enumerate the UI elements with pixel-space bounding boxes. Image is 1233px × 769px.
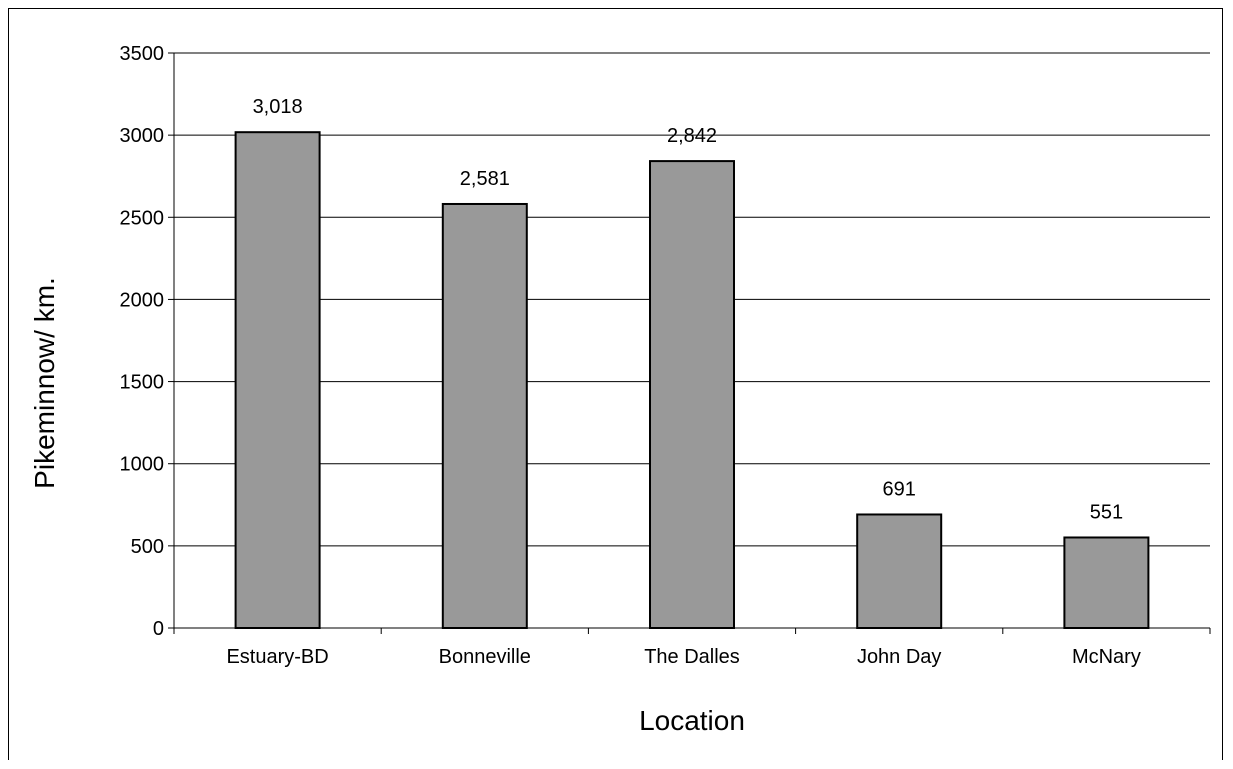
y-axis-title: Pikeminnow/ km. bbox=[29, 277, 60, 489]
x-tick-label: Bonneville bbox=[439, 646, 531, 668]
data-label: 3,018 bbox=[253, 96, 303, 118]
data-labels: 3,018 2,581 2,842 691 551 bbox=[253, 96, 1124, 523]
bar-estuary-bd bbox=[234, 131, 321, 630]
x-tick-label: McNary bbox=[1072, 646, 1141, 668]
y-tick-label: 500 bbox=[131, 536, 164, 558]
y-tick-label: 1500 bbox=[120, 372, 165, 394]
y-tick-labels: 0 500 1000 1500 2000 2500 3000 3500 bbox=[120, 43, 165, 640]
x-tick-label: John Day bbox=[857, 646, 942, 668]
y-tick-label: 2000 bbox=[120, 289, 165, 311]
x-axis-title: Location bbox=[639, 705, 745, 736]
y-tick-label: 2500 bbox=[120, 207, 165, 229]
data-label: 551 bbox=[1090, 501, 1123, 523]
data-label: 2,581 bbox=[460, 168, 510, 190]
x-tick-label: Estuary-BD bbox=[226, 646, 328, 668]
y-tick-label: 3000 bbox=[120, 125, 165, 147]
y-tick-label: 1000 bbox=[120, 454, 165, 476]
data-label: 2,842 bbox=[667, 125, 717, 147]
data-label: 691 bbox=[883, 478, 916, 500]
bar-john-day bbox=[856, 513, 943, 630]
bar-the-dalles bbox=[649, 160, 735, 629]
bar-bonneville bbox=[441, 202, 528, 629]
x-tick-label: The Dalles bbox=[644, 646, 740, 668]
bar-mcnary bbox=[1063, 536, 1150, 630]
y-tick-label: 0 bbox=[153, 618, 164, 640]
axes bbox=[168, 52, 1211, 634]
y-tick-label: 3500 bbox=[120, 43, 165, 65]
bars bbox=[234, 131, 1150, 630]
chart-frame bbox=[8, 8, 1223, 760]
x-tick-labels: Estuary-BD Bonneville The Dalles John Day Mc… bbox=[226, 646, 1140, 668]
